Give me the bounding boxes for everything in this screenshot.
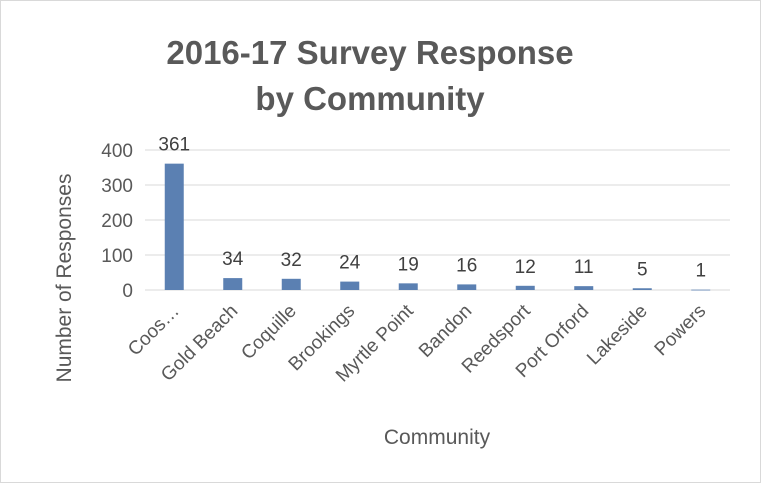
y-axis-title: Number of Responses xyxy=(53,174,76,383)
category-label: Lakeside xyxy=(583,301,652,370)
data-label: 19 xyxy=(398,254,419,275)
data-label: 34 xyxy=(222,249,244,270)
bar xyxy=(457,284,477,290)
data-label: 12 xyxy=(515,257,536,278)
category-label: Powers xyxy=(651,301,711,361)
bar xyxy=(223,278,243,290)
y-tick-labels: 0 100 200 300 400 xyxy=(101,141,133,302)
y-tick-label: 0 xyxy=(122,281,133,302)
data-label: 24 xyxy=(339,253,361,274)
category-label: Coos… xyxy=(124,301,184,361)
chart-title: 2016-17 Survey Response by Community xyxy=(166,34,574,117)
data-label: 1 xyxy=(695,261,706,282)
bar xyxy=(691,289,711,291)
bars xyxy=(164,163,711,291)
y-tick-label: 200 xyxy=(101,211,133,232)
data-label: 361 xyxy=(158,135,190,156)
y-tick-label: 400 xyxy=(101,141,133,162)
y-tick-label: 300 xyxy=(101,176,133,197)
bar xyxy=(340,281,360,290)
bar xyxy=(515,285,535,290)
gridlines xyxy=(145,149,730,291)
data-label: 32 xyxy=(281,250,302,271)
bar xyxy=(281,278,301,290)
bar xyxy=(164,163,184,290)
data-label: 11 xyxy=(574,257,594,278)
bar xyxy=(632,288,652,290)
y-tick-label: 100 xyxy=(101,246,133,267)
data-label: 16 xyxy=(456,255,477,276)
bar xyxy=(398,283,418,290)
bar xyxy=(574,286,594,290)
data-label: 5 xyxy=(637,259,648,280)
x-axis-title: Community xyxy=(384,426,491,449)
data-labels: 361 34 32 24 19 16 12 11 5 1 xyxy=(158,135,706,282)
